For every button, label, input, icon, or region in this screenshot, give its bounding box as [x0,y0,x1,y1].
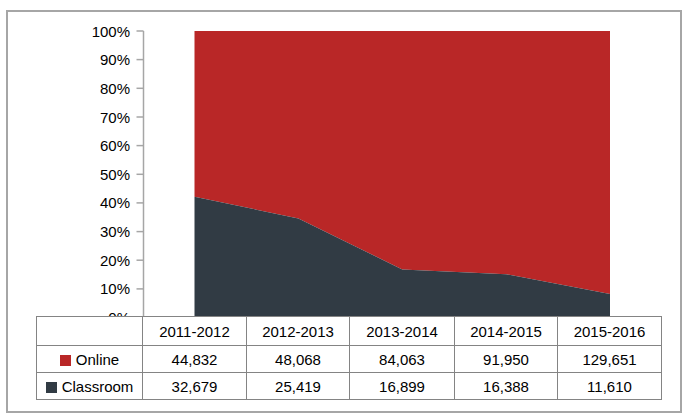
classroom-value: 16,899 [350,373,455,400]
y-tick-label-5: 50% [56,165,130,184]
y-tick-label-1: 90% [56,50,130,69]
classroom-value: 32,679 [143,373,247,400]
online-value: 84,063 [350,346,455,373]
y-tick-label-9: 10% [56,279,130,298]
legend-label-online: Online [76,351,119,368]
y-tick-label-6: 40% [56,193,130,212]
classroom-value: 16,388 [455,373,558,400]
table-row-online: Online 44,832 48,068 84,063 91,950 129,6… [37,346,662,373]
category-header-row: 2011-2012 2012-2013 2013-2014 2014-2015 … [37,317,662,346]
table-row-classroom: Classroom 32,679 25,419 16,899 16,388 11… [37,373,662,400]
y-tick-label-2: 80% [56,79,130,98]
category-label: 2013-2014 [350,317,455,346]
y-tick-label-0: 100% [56,22,130,41]
legend-item-online: Online [37,346,143,373]
chart-canvas: 100% 90% 80% 70% 60% 50% 40% 30% 20% 10%… [0,0,700,418]
online-value: 91,950 [455,346,558,373]
data-table: 2011-2012 2012-2013 2013-2014 2014-2015 … [36,316,662,400]
legend-swatch-online [60,355,71,366]
table-corner-cell [37,317,143,346]
y-tick-label-3: 70% [56,108,130,127]
category-label: 2015-2016 [558,317,662,346]
y-tick-label-7: 30% [56,222,130,241]
category-label: 2012-2013 [247,317,350,346]
y-tick-label-4: 60% [56,136,130,155]
online-value: 48,068 [247,346,350,373]
category-label: 2011-2012 [143,317,247,346]
online-value: 129,651 [558,346,662,373]
online-value: 44,832 [143,346,247,373]
y-axis-ticks [137,31,144,318]
category-label: 2014-2015 [455,317,558,346]
y-tick-label-8: 20% [56,251,130,270]
legend-item-classroom: Classroom [37,373,143,400]
classroom-value: 11,610 [558,373,662,400]
classroom-value: 25,419 [247,373,350,400]
legend-label-classroom: Classroom [62,378,134,395]
legend-swatch-classroom [46,382,57,393]
